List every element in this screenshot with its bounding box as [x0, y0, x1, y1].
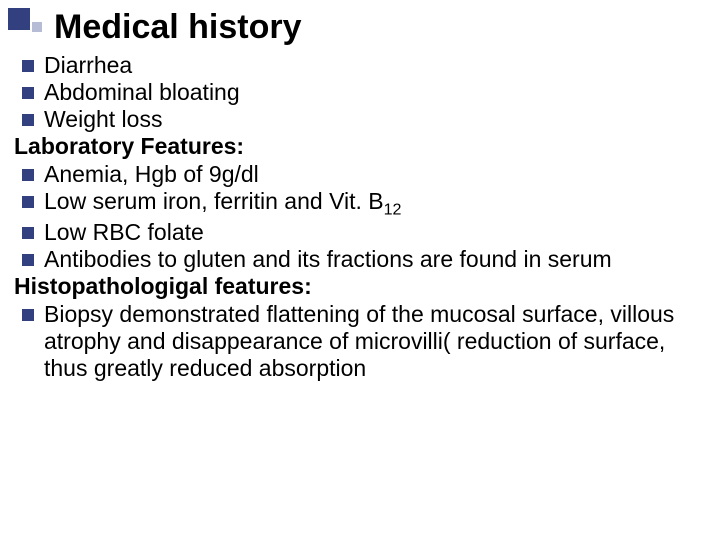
list-item: Biopsy demonstrated flattening of the mu… — [14, 301, 706, 382]
corner-decoration — [8, 8, 56, 48]
list-item-text: Biopsy demonstrated flattening of the mu… — [44, 301, 706, 382]
list-item-text: Diarrhea — [44, 52, 706, 79]
list-item: Antibodies to gluten and its fractions a… — [14, 246, 706, 273]
section-heading: Histopathologigal features: — [14, 273, 706, 300]
square-bullet-icon — [22, 196, 34, 208]
section-heading: Laboratory Features: — [14, 133, 706, 160]
square-bullet-icon — [22, 114, 34, 126]
square-bullet-icon — [22, 169, 34, 181]
square-bullet-icon — [22, 227, 34, 239]
list-item-text: Anemia, Hgb of 9g/dl — [44, 161, 706, 188]
list-item-text: Abdominal bloating — [44, 79, 706, 106]
deco-square-dark — [8, 8, 30, 30]
list-item-text: Low RBC folate — [44, 219, 706, 246]
list-item-text: Weight loss — [44, 106, 706, 133]
square-bullet-icon — [22, 254, 34, 266]
list-item-text: Antibodies to gluten and its fractions a… — [44, 246, 706, 273]
square-bullet-icon — [22, 60, 34, 72]
square-bullet-icon — [22, 87, 34, 99]
slide: Medical history DiarrheaAbdominal bloati… — [0, 0, 720, 540]
slide-body: DiarrheaAbdominal bloatingWeight lossLab… — [14, 52, 706, 382]
list-item-text: Low serum iron, ferritin and Vit. B12 — [44, 188, 706, 220]
list-item: Abdominal bloating — [14, 79, 706, 106]
list-item: Diarrhea — [14, 52, 706, 79]
list-item: Anemia, Hgb of 9g/dl — [14, 161, 706, 188]
list-item: Low RBC folate — [14, 219, 706, 246]
list-item: Weight loss — [14, 106, 706, 133]
square-bullet-icon — [22, 309, 34, 321]
list-item: Low serum iron, ferritin and Vit. B12 — [14, 188, 706, 220]
slide-title: Medical history — [54, 8, 302, 47]
deco-square-light — [32, 22, 42, 32]
